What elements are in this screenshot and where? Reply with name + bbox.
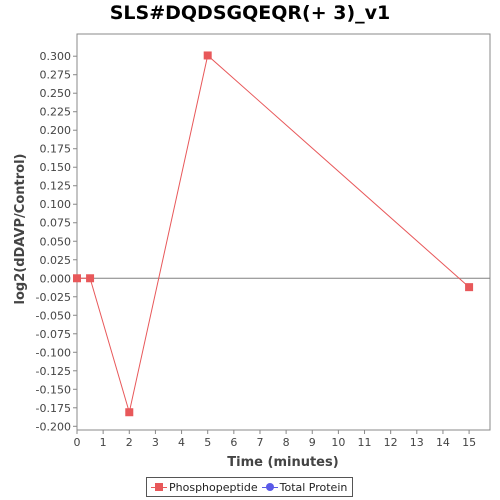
x-tick-label: 3 [152, 436, 159, 449]
legend-label-total-protein: Total Protein [279, 480, 348, 494]
y-tick-label: -0.175 [36, 402, 71, 415]
y-axis-title: log2(dDAVP/Control) [13, 154, 28, 305]
data-point [73, 274, 81, 283]
x-axis-title: Time (minutes) [227, 455, 338, 470]
y-tick-label: 0.200 [40, 124, 72, 137]
x-tick-label: 5 [204, 436, 211, 449]
x-tick-label: 14 [436, 436, 450, 449]
y-tick-label: -0.050 [36, 309, 71, 322]
x-tick-label: 2 [126, 436, 133, 449]
x-tick-label: 6 [230, 436, 237, 449]
data-point [86, 274, 95, 283]
legend-label-phosphopeptide: Phosphopeptide [169, 480, 258, 494]
x-tick-label: 10 [331, 436, 345, 449]
x-tick-label: 12 [384, 436, 398, 449]
y-tick-label: 0.000 [40, 272, 72, 285]
x-tick-label: 13 [410, 436, 424, 449]
x-tick-label: 7 [256, 436, 263, 449]
y-tick-label: 0.225 [40, 106, 72, 119]
y-tick-label: -0.125 [36, 365, 71, 378]
plot-area [76, 33, 491, 431]
y-tick-label: 0.075 [40, 217, 72, 230]
phosphopeptide-swatch-icon [151, 482, 167, 492]
y-tick-label: 0.175 [40, 143, 72, 156]
y-tick-label: -0.200 [36, 420, 71, 433]
data-point [125, 408, 134, 417]
total-protein-swatch-icon [261, 482, 278, 492]
data-point [465, 283, 474, 292]
legend-item-phosphopeptide: Phosphopeptide [151, 481, 258, 494]
legend-item-total-protein: Total Protein [261, 480, 348, 494]
y-tick-label: 0.125 [40, 180, 72, 193]
y-tick-label: 0.050 [40, 235, 72, 248]
y-tick-label: -0.150 [36, 383, 71, 396]
chart-title: SLS#DQDSGQEQR(+ 3)_v1 [109, 2, 391, 24]
x-tick-label: 1 [100, 436, 107, 449]
y-tick-label: 0.300 [40, 50, 72, 63]
y-tick-label: 0.025 [40, 254, 72, 267]
y-tick-label: 0.275 [40, 69, 72, 82]
legend: Phosphopeptide Total Protein [146, 477, 353, 497]
x-tick-label: 9 [309, 436, 316, 449]
y-tick-label: -0.025 [36, 291, 71, 304]
y-tick-label: 0.100 [40, 198, 72, 211]
x-tick-label: 15 [462, 436, 476, 449]
y-tick-label: -0.100 [36, 346, 71, 359]
x-tick-label: 0 [74, 436, 81, 449]
y-tick-label: -0.075 [36, 328, 71, 341]
data-point [203, 51, 212, 60]
x-tick-label: 8 [283, 436, 290, 449]
y-tick-label: 0.150 [40, 161, 72, 174]
y-tick-label: 0.250 [40, 87, 72, 100]
x-tick-label: 11 [358, 436, 372, 449]
x-tick-label: 4 [178, 436, 185, 449]
